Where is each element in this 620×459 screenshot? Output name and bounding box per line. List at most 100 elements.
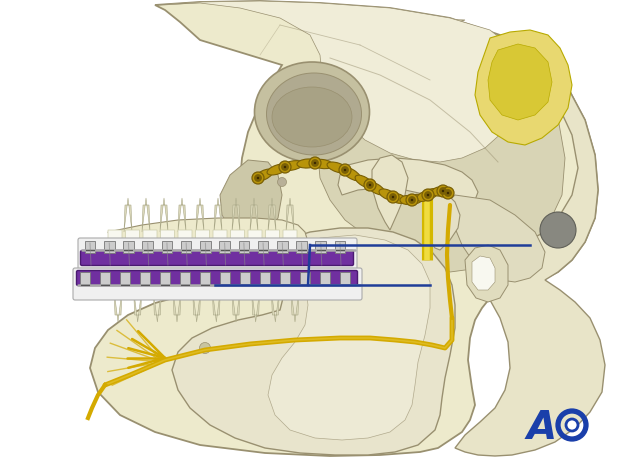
FancyBboxPatch shape: [296, 241, 307, 253]
Circle shape: [281, 163, 288, 170]
Polygon shape: [231, 230, 244, 262]
FancyBboxPatch shape: [160, 272, 171, 284]
Ellipse shape: [342, 167, 361, 181]
FancyBboxPatch shape: [73, 268, 362, 300]
Circle shape: [254, 174, 262, 181]
Ellipse shape: [254, 62, 370, 162]
Polygon shape: [265, 230, 280, 262]
Polygon shape: [252, 290, 260, 322]
FancyBboxPatch shape: [80, 272, 91, 284]
Polygon shape: [465, 245, 508, 302]
Circle shape: [406, 194, 418, 206]
Polygon shape: [288, 265, 302, 292]
FancyBboxPatch shape: [239, 241, 249, 253]
Ellipse shape: [409, 194, 423, 204]
Polygon shape: [178, 230, 192, 262]
Polygon shape: [475, 30, 572, 145]
Circle shape: [411, 199, 413, 201]
Polygon shape: [173, 290, 181, 322]
Circle shape: [447, 192, 450, 194]
FancyBboxPatch shape: [280, 272, 290, 284]
FancyBboxPatch shape: [81, 251, 353, 265]
Polygon shape: [450, 195, 545, 282]
FancyBboxPatch shape: [258, 241, 268, 253]
Circle shape: [422, 189, 434, 201]
Ellipse shape: [327, 162, 348, 173]
Polygon shape: [160, 198, 168, 232]
Polygon shape: [269, 265, 283, 292]
Circle shape: [278, 178, 286, 186]
Ellipse shape: [255, 169, 273, 181]
Circle shape: [566, 419, 578, 431]
FancyBboxPatch shape: [140, 272, 150, 284]
Ellipse shape: [367, 182, 385, 195]
Polygon shape: [172, 228, 455, 455]
Polygon shape: [142, 198, 150, 232]
FancyBboxPatch shape: [320, 272, 330, 284]
Polygon shape: [178, 198, 186, 232]
Ellipse shape: [400, 196, 415, 205]
Ellipse shape: [272, 87, 352, 147]
Polygon shape: [231, 265, 245, 292]
Circle shape: [369, 184, 371, 186]
Circle shape: [366, 181, 373, 189]
FancyBboxPatch shape: [277, 241, 288, 253]
FancyBboxPatch shape: [162, 241, 172, 253]
Polygon shape: [372, 155, 408, 230]
Polygon shape: [220, 160, 282, 238]
Circle shape: [311, 159, 319, 167]
FancyBboxPatch shape: [219, 272, 230, 284]
FancyBboxPatch shape: [120, 272, 130, 284]
Circle shape: [392, 196, 394, 198]
Polygon shape: [155, 265, 169, 292]
FancyBboxPatch shape: [100, 272, 110, 284]
Polygon shape: [114, 290, 122, 322]
FancyBboxPatch shape: [78, 238, 357, 270]
Circle shape: [284, 166, 286, 168]
Circle shape: [442, 187, 454, 199]
Polygon shape: [161, 230, 174, 262]
Circle shape: [445, 190, 451, 196]
Ellipse shape: [379, 189, 396, 200]
Polygon shape: [250, 265, 264, 292]
Polygon shape: [283, 230, 297, 262]
Polygon shape: [488, 44, 552, 120]
Ellipse shape: [282, 161, 303, 170]
Circle shape: [257, 177, 259, 179]
Circle shape: [425, 191, 432, 198]
Circle shape: [442, 190, 444, 192]
Polygon shape: [193, 290, 201, 322]
Polygon shape: [117, 265, 131, 292]
Polygon shape: [124, 198, 132, 232]
Polygon shape: [196, 198, 204, 232]
FancyBboxPatch shape: [335, 241, 345, 253]
Polygon shape: [338, 158, 478, 205]
Polygon shape: [90, 1, 598, 456]
Polygon shape: [424, 192, 460, 250]
Polygon shape: [195, 230, 210, 262]
Circle shape: [339, 164, 351, 176]
Polygon shape: [472, 256, 495, 290]
FancyBboxPatch shape: [104, 241, 115, 253]
Polygon shape: [291, 290, 299, 322]
Circle shape: [437, 185, 449, 197]
Circle shape: [387, 191, 399, 203]
FancyBboxPatch shape: [240, 272, 250, 284]
Circle shape: [389, 194, 397, 201]
Polygon shape: [268, 235, 430, 440]
Text: A: A: [527, 409, 557, 447]
Circle shape: [364, 179, 376, 191]
Polygon shape: [430, 18, 605, 456]
Circle shape: [200, 342, 211, 353]
Polygon shape: [174, 265, 188, 292]
Polygon shape: [300, 12, 565, 272]
Ellipse shape: [432, 187, 446, 196]
Circle shape: [279, 161, 291, 173]
Ellipse shape: [267, 73, 361, 155]
Polygon shape: [272, 290, 280, 322]
Ellipse shape: [312, 159, 333, 168]
Polygon shape: [214, 198, 222, 232]
Polygon shape: [212, 265, 226, 292]
Circle shape: [309, 157, 321, 169]
FancyBboxPatch shape: [200, 241, 211, 253]
